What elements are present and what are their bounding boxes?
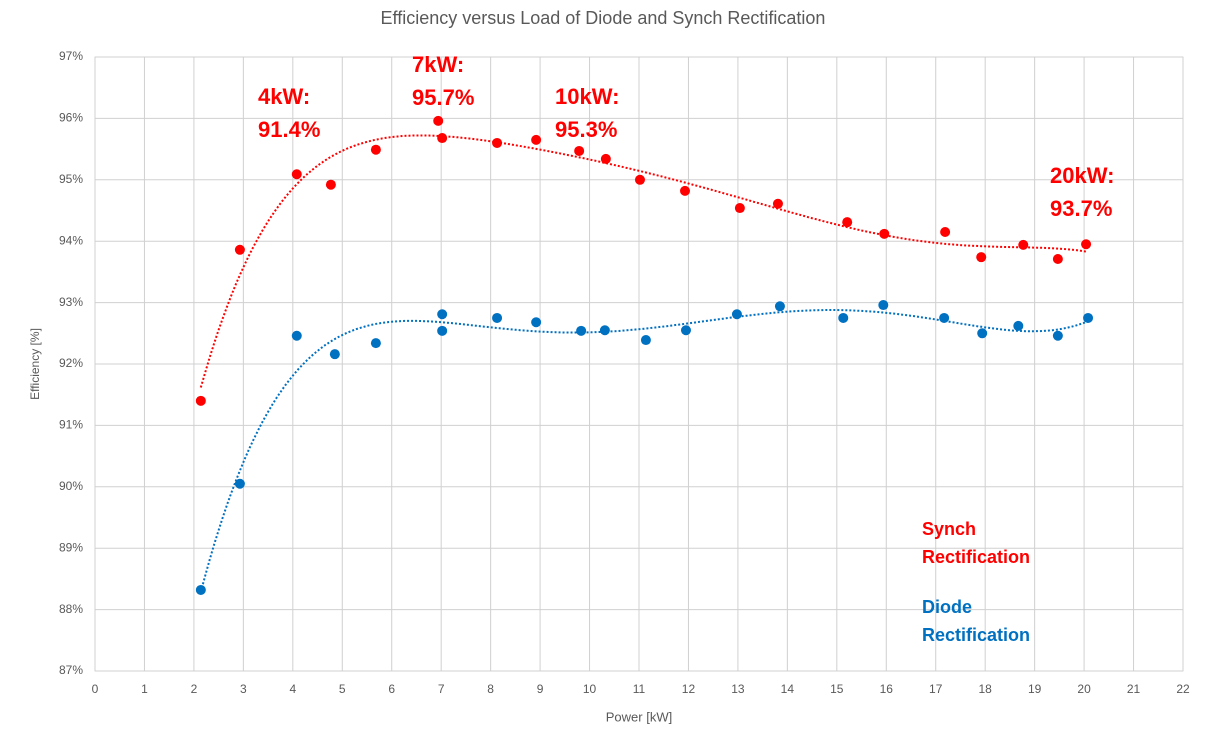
data-point bbox=[195, 584, 206, 595]
x-tick-label: 6 bbox=[388, 682, 395, 696]
x-tick-label: 19 bbox=[1028, 682, 1042, 696]
data-point bbox=[492, 312, 503, 323]
data-point bbox=[772, 198, 783, 209]
data-point bbox=[680, 325, 691, 336]
x-tick-label: 17 bbox=[929, 682, 943, 696]
annotation: 4kW: 91.4% bbox=[258, 84, 321, 142]
data-point bbox=[370, 144, 381, 155]
data-point bbox=[878, 300, 889, 311]
x-tick-label: 8 bbox=[487, 682, 494, 696]
data-point bbox=[437, 309, 448, 320]
data-point bbox=[940, 226, 951, 237]
y-tick-label: 89% bbox=[59, 540, 83, 554]
data-point bbox=[433, 115, 444, 126]
x-axis-label: Power [kW] bbox=[606, 709, 672, 724]
x-tick-label: 20 bbox=[1077, 682, 1091, 696]
y-tick-label: 88% bbox=[59, 602, 83, 616]
data-point bbox=[734, 203, 745, 214]
x-tick-label: 15 bbox=[830, 682, 844, 696]
x-tick-label: 10 bbox=[583, 682, 597, 696]
y-tick-label: 96% bbox=[59, 111, 83, 125]
x-tick-label: 7 bbox=[438, 682, 445, 696]
data-point bbox=[576, 325, 587, 336]
x-tick-label: 13 bbox=[731, 682, 745, 696]
data-point bbox=[842, 217, 853, 228]
data-point bbox=[329, 349, 340, 360]
data-point bbox=[600, 153, 611, 164]
data-point bbox=[1013, 320, 1024, 331]
data-point bbox=[370, 338, 381, 349]
y-tick-label: 90% bbox=[59, 479, 83, 493]
annotation: 10kW: 95.3% bbox=[555, 84, 620, 142]
y-axis-label: Efficiency [%] bbox=[28, 328, 42, 400]
data-point bbox=[531, 317, 542, 328]
data-point bbox=[492, 137, 503, 148]
data-point bbox=[1052, 330, 1063, 341]
data-point bbox=[939, 312, 950, 323]
data-point bbox=[234, 478, 245, 489]
y-tick-label: 92% bbox=[59, 356, 83, 370]
data-point bbox=[574, 145, 585, 156]
x-tick-label: 3 bbox=[240, 682, 247, 696]
x-tick-label: 5 bbox=[339, 682, 346, 696]
data-point bbox=[1018, 239, 1029, 250]
x-tick-label: 12 bbox=[682, 682, 696, 696]
legend-label: Diode Rectification bbox=[922, 597, 1031, 645]
data-point bbox=[976, 252, 987, 263]
annotation: 20kW: 93.7% bbox=[1050, 163, 1115, 221]
data-point bbox=[731, 309, 742, 320]
x-tick-label: 1 bbox=[141, 682, 148, 696]
data-point bbox=[1081, 239, 1092, 250]
data-point bbox=[838, 312, 849, 323]
x-tick-label: 14 bbox=[781, 682, 795, 696]
x-tick-label: 0 bbox=[92, 682, 99, 696]
y-tick-label: 94% bbox=[59, 233, 83, 247]
data-point bbox=[437, 325, 448, 336]
data-point bbox=[291, 169, 302, 180]
data-point bbox=[291, 330, 302, 341]
annotation: 7kW: 95.7% bbox=[412, 52, 475, 110]
data-point bbox=[1083, 312, 1094, 323]
data-point bbox=[599, 325, 610, 336]
x-tick-label: 18 bbox=[979, 682, 993, 696]
y-tick-label: 87% bbox=[59, 663, 83, 677]
data-point bbox=[1052, 254, 1063, 265]
y-tick-label: 95% bbox=[59, 172, 83, 186]
y-tick-label: 93% bbox=[59, 295, 83, 309]
x-tick-label: 2 bbox=[191, 682, 198, 696]
y-tick-label: 91% bbox=[59, 418, 83, 432]
data-point bbox=[195, 395, 206, 406]
chart-title: Efficiency versus Load of Diode and Sync… bbox=[381, 8, 826, 28]
data-point bbox=[679, 185, 690, 196]
x-tick-label: 16 bbox=[880, 682, 894, 696]
data-point bbox=[640, 335, 651, 346]
x-tick-label: 22 bbox=[1176, 682, 1190, 696]
data-point bbox=[879, 228, 890, 239]
x-tick-label: 21 bbox=[1127, 682, 1141, 696]
legend-label: Synch Rectification bbox=[922, 519, 1031, 567]
data-point bbox=[325, 179, 336, 190]
x-tick-label: 9 bbox=[537, 682, 544, 696]
x-tick-label: 4 bbox=[289, 682, 296, 696]
data-point bbox=[774, 301, 785, 312]
y-tick-label: 97% bbox=[59, 49, 83, 63]
x-tick-label: 11 bbox=[633, 682, 646, 696]
data-point bbox=[977, 328, 988, 339]
trendline bbox=[199, 309, 1089, 593]
data-point bbox=[437, 133, 448, 144]
data-point bbox=[531, 134, 542, 145]
data-point bbox=[634, 174, 645, 185]
data-point bbox=[234, 244, 245, 255]
